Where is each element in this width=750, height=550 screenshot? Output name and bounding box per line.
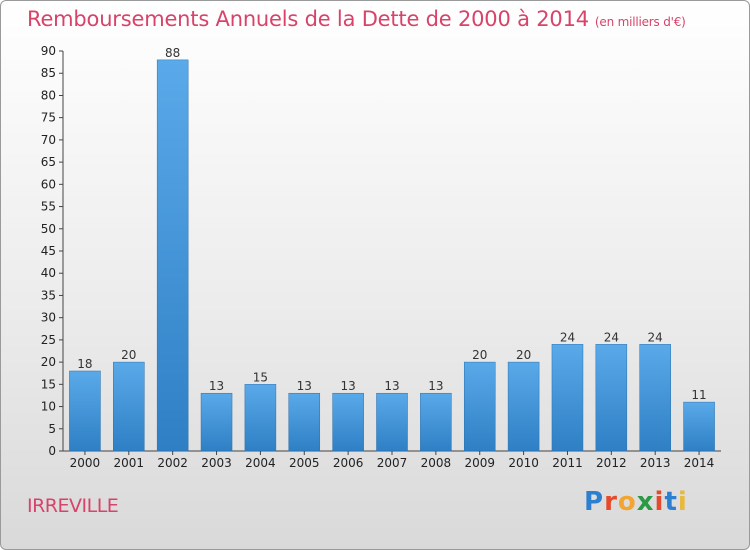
bar-value-label: 20	[516, 348, 531, 362]
bar	[69, 370, 101, 452]
proxiti-logo: Proxiti	[584, 487, 688, 517]
x-tick-label: 2014	[684, 456, 715, 470]
bar-value-label: 13	[340, 379, 355, 393]
bar	[288, 392, 321, 452]
logo-letter: r	[604, 487, 618, 517]
logo-letter: t	[664, 487, 678, 517]
x-tick-label: 2007	[377, 456, 408, 470]
bar	[683, 401, 715, 452]
chart-title: Remboursements Annuels de la Dette de 20…	[27, 7, 686, 31]
logo-letter: x	[636, 487, 655, 517]
x-tick-label: 2012	[596, 456, 627, 470]
bar	[595, 344, 628, 452]
y-tick-label: 15	[41, 377, 56, 391]
x-tick-label: 2000	[70, 456, 101, 470]
bar	[463, 361, 496, 452]
y-tick-label: 65	[41, 155, 56, 169]
x-tick-label: 2002	[157, 456, 188, 470]
y-tick-label: 35	[41, 288, 56, 302]
bar-value-label: 13	[428, 379, 443, 393]
y-tick-label: 40	[41, 266, 56, 280]
y-tick-label: 50	[41, 222, 56, 236]
y-tick-label: 75	[41, 111, 56, 125]
bar-value-label: 24	[648, 330, 663, 344]
bar	[332, 392, 364, 452]
bar	[200, 392, 233, 452]
bar	[156, 59, 189, 452]
x-tick-label: 2004	[245, 456, 276, 470]
bar	[113, 361, 145, 452]
x-tick-label: 2010	[508, 456, 539, 470]
logo-letter: P	[584, 487, 605, 517]
y-tick-label: 60	[41, 177, 56, 191]
x-tick-label: 2008	[421, 456, 452, 470]
bar	[551, 344, 584, 452]
x-tick-label: 2013	[640, 456, 671, 470]
x-tick-label: 2003	[201, 456, 232, 470]
bar-value-label: 13	[384, 379, 399, 393]
x-tick-label: 2005	[289, 456, 320, 470]
x-tick-label: 2006	[333, 456, 364, 470]
y-tick-label: 80	[41, 88, 56, 102]
bar-value-label: 11	[691, 388, 706, 402]
y-tick-label: 90	[41, 44, 56, 58]
bar-value-label: 13	[209, 379, 224, 393]
y-tick-label: 55	[41, 200, 56, 214]
logo-letter: i	[654, 487, 665, 517]
y-tick-label: 85	[41, 66, 56, 80]
y-tick-label: 30	[41, 311, 56, 325]
y-tick-label: 10	[41, 400, 56, 414]
bar-value-label: 24	[560, 330, 575, 344]
logo-letter: i	[677, 487, 688, 517]
x-tick-label: 2009	[464, 456, 495, 470]
bar-value-label: 15	[253, 370, 268, 384]
logo-letter: o	[617, 487, 637, 517]
bar-value-label: 20	[472, 348, 487, 362]
x-tick-label: 2001	[114, 456, 145, 470]
y-tick-label: 20	[41, 355, 56, 369]
commune-name: IRREVILLE	[27, 495, 119, 517]
bar-value-label: 24	[604, 330, 619, 344]
chart-subtitle: (en milliers d'€)	[594, 15, 686, 29]
bar	[639, 344, 671, 452]
bar	[507, 361, 540, 452]
bar-value-label: 13	[297, 379, 312, 393]
bar	[420, 392, 452, 452]
y-tick-label: 5	[48, 422, 56, 436]
y-tick-label: 45	[41, 244, 56, 258]
chart-title-text: Remboursements Annuels de la Dette de 20…	[27, 7, 589, 31]
y-tick-label: 25	[41, 333, 56, 347]
bar-value-label: 18	[77, 357, 92, 371]
bar-value-label: 20	[121, 348, 136, 362]
bar	[376, 392, 408, 452]
x-tick-label: 2011	[552, 456, 583, 470]
y-tick-label: 70	[41, 133, 56, 147]
y-tick-label: 0	[48, 444, 56, 458]
bar-value-label: 88	[165, 46, 180, 60]
bar	[244, 384, 277, 452]
